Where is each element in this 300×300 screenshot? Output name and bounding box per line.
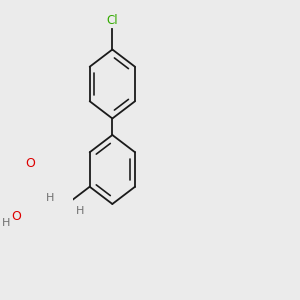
- Text: H: H: [46, 193, 55, 203]
- Text: H: H: [76, 206, 84, 216]
- Text: O: O: [26, 157, 35, 170]
- Text: Cl: Cl: [106, 14, 118, 27]
- Text: H: H: [2, 218, 10, 228]
- Text: O: O: [11, 210, 21, 223]
